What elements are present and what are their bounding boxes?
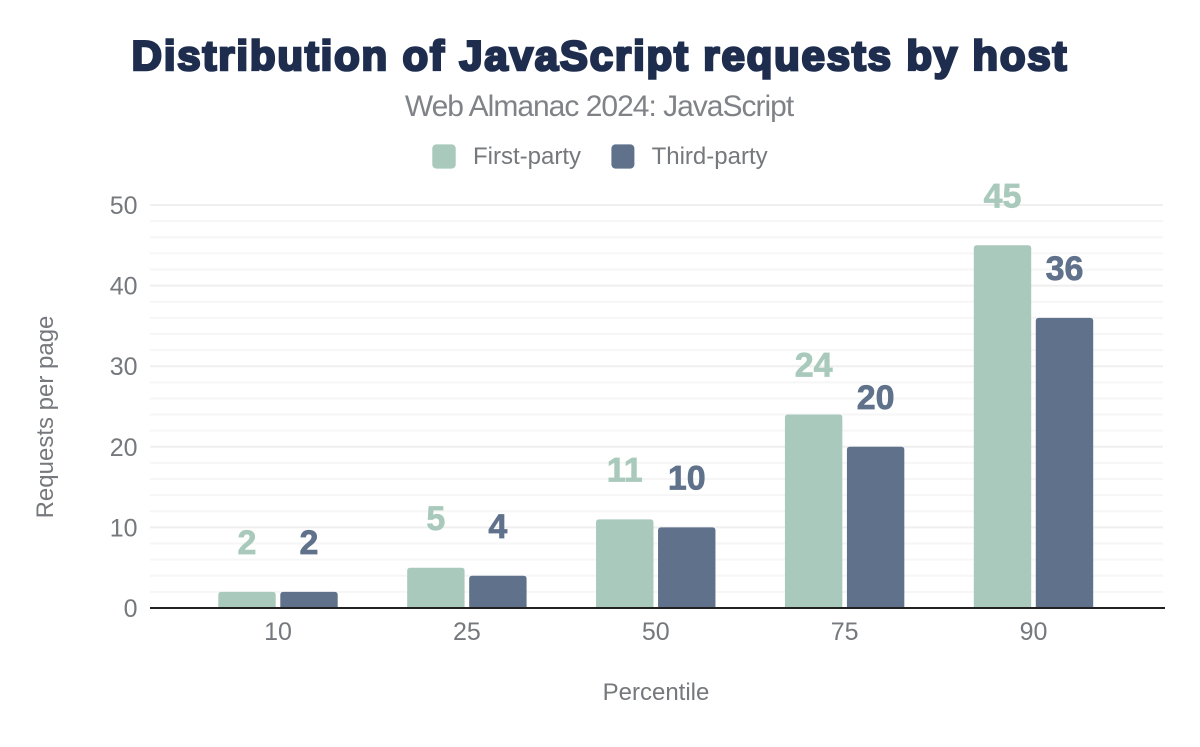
svg-text:Requests per page: Requests per page bbox=[32, 316, 59, 519]
svg-text:10: 10 bbox=[110, 514, 138, 542]
svg-text:50: 50 bbox=[110, 192, 138, 220]
svg-text:75: 75 bbox=[831, 618, 859, 646]
svg-text:5: 5 bbox=[426, 500, 445, 538]
svg-text:2: 2 bbox=[238, 524, 257, 562]
svg-text:4: 4 bbox=[488, 508, 507, 546]
svg-text:10: 10 bbox=[668, 460, 706, 498]
svg-text:30: 30 bbox=[110, 353, 138, 381]
svg-text:0: 0 bbox=[124, 595, 138, 623]
svg-text:11: 11 bbox=[607, 451, 643, 489]
svg-text:90: 90 bbox=[1020, 618, 1048, 646]
svg-text:10: 10 bbox=[264, 618, 292, 646]
svg-text:36: 36 bbox=[1046, 250, 1084, 288]
svg-text:2: 2 bbox=[300, 524, 319, 562]
svg-text:Web Almanac 2024: JavaScript: Web Almanac 2024: JavaScript bbox=[405, 90, 795, 123]
svg-text:20: 20 bbox=[110, 434, 138, 462]
svg-text:45: 45 bbox=[984, 177, 1022, 215]
svg-text:50: 50 bbox=[642, 618, 670, 646]
svg-text:25: 25 bbox=[453, 618, 481, 646]
svg-text:24: 24 bbox=[795, 347, 833, 385]
svg-text:Third-party: Third-party bbox=[652, 143, 768, 170]
svg-text:First-party: First-party bbox=[473, 143, 581, 170]
svg-text:Distribution of JavaScript req: Distribution of JavaScript requests by h… bbox=[132, 32, 1069, 79]
svg-text:20: 20 bbox=[857, 379, 895, 417]
svg-text:Percentile: Percentile bbox=[603, 679, 710, 706]
svg-text:40: 40 bbox=[110, 273, 138, 301]
